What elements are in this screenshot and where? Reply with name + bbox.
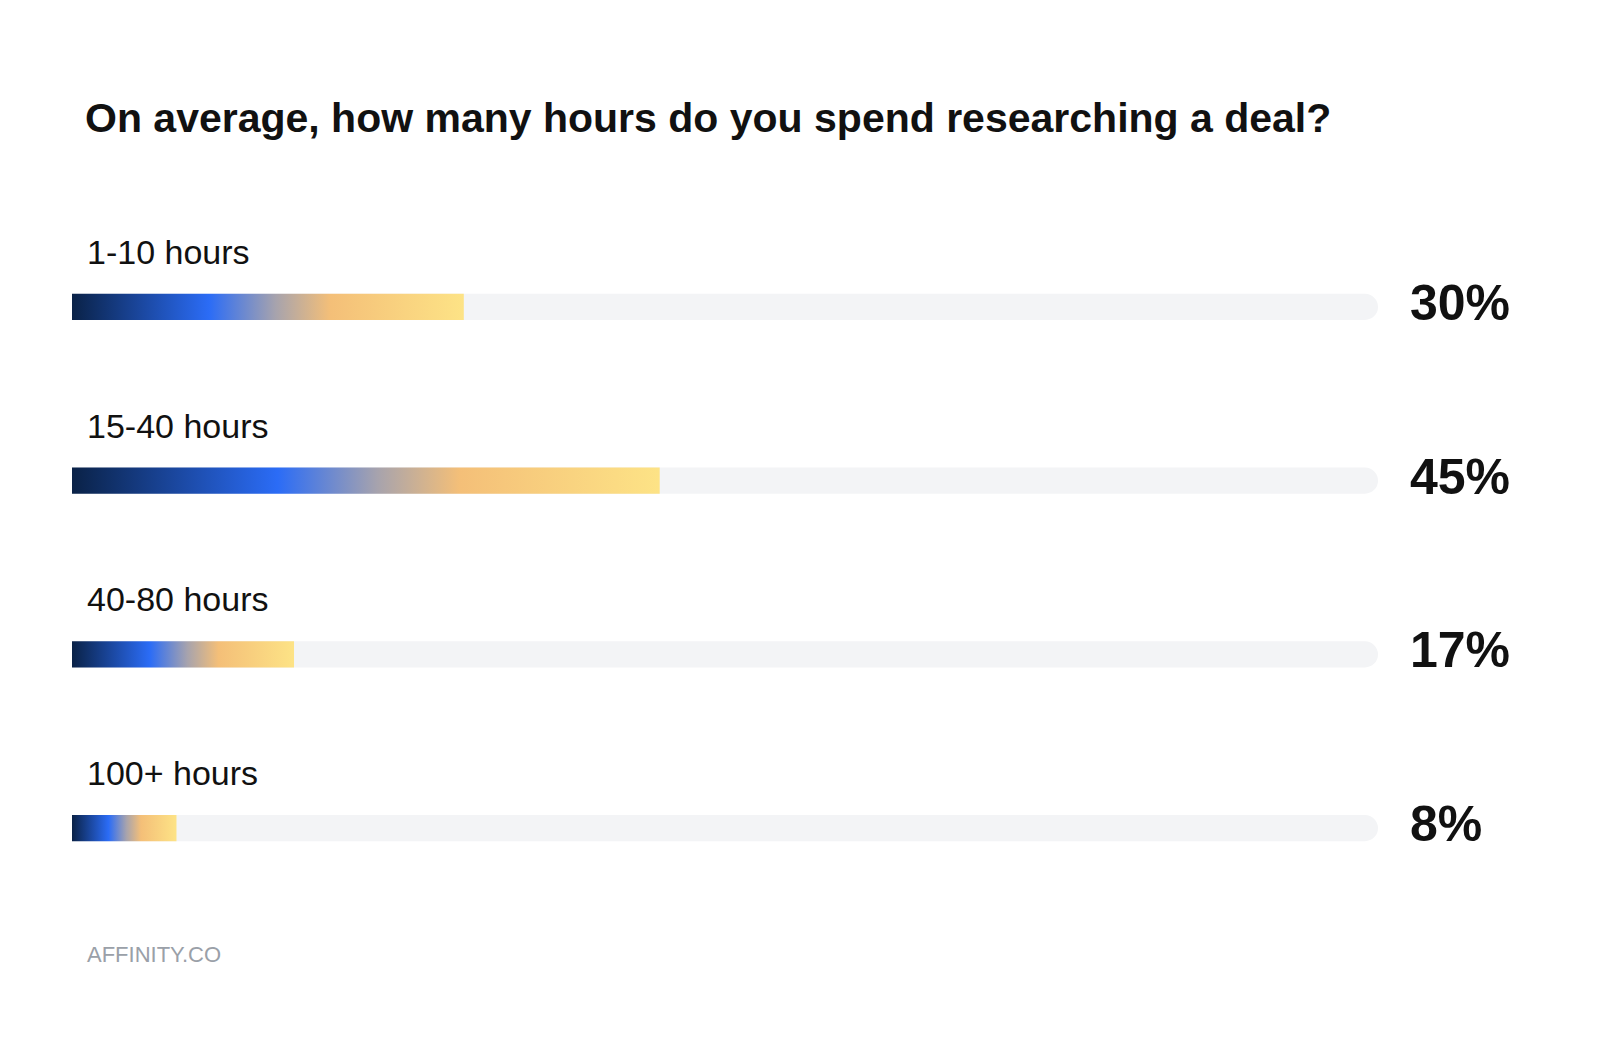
svg-text:45%: 45%	[1410, 449, 1510, 505]
svg-text:On average, how many hours do: On average, how many hours do you spend …	[85, 95, 1331, 141]
svg-text:17%: 17%	[1410, 622, 1510, 678]
svg-text:8%: 8%	[1410, 796, 1482, 852]
svg-text:30%: 30%	[1410, 275, 1510, 331]
svg-text:40-80 hours: 40-80 hours	[87, 580, 268, 618]
svg-text:1-10 hours: 1-10 hours	[87, 233, 250, 271]
svg-text:100+ hours: 100+ hours	[87, 754, 258, 792]
svg-text:15-40 hours: 15-40 hours	[87, 407, 268, 445]
svg-text:AFFINITY.CO: AFFINITY.CO	[87, 942, 221, 967]
